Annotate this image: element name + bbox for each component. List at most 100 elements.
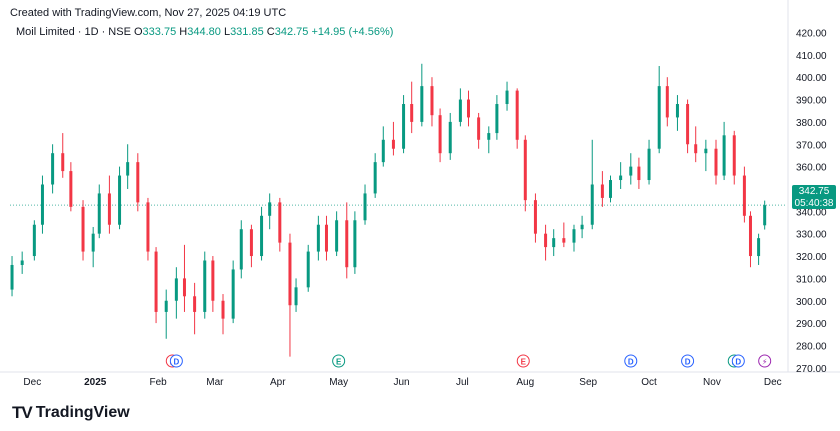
close-label: C	[266, 26, 275, 38]
candle-body	[757, 238, 761, 257]
candle-body	[203, 260, 207, 312]
candle-body	[40, 184, 44, 225]
candle-body	[722, 135, 726, 176]
earnings-icon[interactable]: E	[516, 354, 530, 368]
candle-body	[239, 229, 243, 270]
candle-body	[363, 193, 367, 221]
y-tick-label: 400.00	[796, 73, 827, 84]
candle-body	[505, 90, 509, 105]
candle-body	[81, 206, 85, 252]
candle-body	[477, 117, 481, 140]
event-marker-circle	[731, 354, 745, 368]
candle-body	[637, 166, 641, 181]
x-tick-label: Oct	[641, 377, 657, 388]
candle-body	[146, 202, 150, 252]
candle-body	[600, 184, 604, 198]
y-tick-label: 340.00	[796, 207, 827, 218]
candle-body	[278, 202, 282, 243]
candle-body	[154, 251, 158, 312]
y-tick-label: 290.00	[796, 319, 827, 330]
dividend-icon[interactable]: D	[731, 354, 745, 368]
candle-body	[211, 260, 215, 301]
candle-body	[466, 99, 470, 118]
candle-body	[694, 144, 698, 154]
symbol-name[interactable]: Moil Limited · 1D · NSE	[16, 26, 131, 38]
close-value: 342.75	[274, 26, 309, 38]
candle-body	[533, 200, 537, 234]
candle-body	[420, 86, 424, 122]
event-marker-letter: D	[685, 358, 691, 367]
x-tick-label: May	[329, 377, 348, 388]
x-tick-label: Apr	[270, 377, 286, 388]
x-tick-label: Nov	[703, 377, 721, 388]
candle-body	[381, 139, 385, 163]
candle-body	[221, 300, 225, 319]
candle-body	[345, 220, 349, 268]
last-price-tag: 342.75 05:40:38	[792, 185, 836, 209]
candle-body	[763, 205, 767, 226]
x-tick-label: Jul	[456, 377, 469, 388]
x-tick-label: Dec	[764, 377, 782, 388]
candle-body	[249, 229, 253, 257]
y-tick-label: 310.00	[796, 274, 827, 285]
low-label: L	[223, 26, 231, 38]
candle-body	[430, 86, 434, 116]
candle-body	[487, 133, 491, 140]
candle-body	[32, 224, 36, 257]
event-marker-circle	[169, 354, 183, 368]
high-label: H	[179, 26, 188, 38]
candle-body	[268, 202, 272, 216]
tradingview-logo-icon: TV	[12, 403, 33, 422]
candle-body	[523, 139, 527, 201]
candle-body	[126, 162, 130, 176]
event-marker-circle	[758, 354, 772, 368]
candle-body	[552, 238, 556, 248]
tradingview-logo[interactable]: TV TradingView	[12, 403, 130, 423]
candle-body	[335, 220, 339, 252]
candle-body	[619, 175, 623, 181]
dividend-icon[interactable]: D	[624, 354, 638, 368]
candle-body	[164, 300, 168, 312]
event-layer: EDEEDDED⚡	[165, 354, 772, 368]
candle-body	[609, 180, 613, 198]
candle-body	[10, 264, 14, 290]
dividend-icon[interactable]: D	[169, 354, 183, 368]
candlestick-chart[interactable]: EDEEDDED⚡ 270.00280.00290.00300.00310.00…	[0, 0, 840, 395]
event-marker-letter: D	[628, 358, 634, 367]
candle-body	[294, 287, 298, 306]
candle-body	[438, 115, 442, 154]
candle-body	[402, 104, 406, 149]
change-value: +14.95 (+4.56%)	[311, 26, 394, 38]
candle-body	[495, 104, 499, 134]
candle-body	[69, 171, 73, 207]
y-tick-label: 280.00	[796, 341, 827, 352]
y-tick-label: 420.00	[796, 28, 827, 39]
candle-body	[629, 166, 633, 176]
event-marker-circle	[516, 354, 530, 368]
split-icon[interactable]: ⚡	[758, 354, 772, 368]
event-marker-letter: D	[173, 358, 179, 367]
y-tick-label: 320.00	[796, 252, 827, 263]
candle-body	[562, 238, 566, 243]
candle-body	[174, 278, 178, 301]
candle-body	[748, 215, 752, 257]
candle-body	[580, 224, 584, 230]
candle-body	[91, 233, 95, 252]
y-tick-label: 370.00	[796, 140, 827, 151]
candle-body	[324, 224, 328, 252]
y-tick-label: 390.00	[796, 96, 827, 107]
chart-area[interactable]: EDEEDDED⚡ 270.00280.00290.00300.00310.00…	[0, 0, 840, 395]
candle-body	[97, 193, 101, 234]
last-price-value: 342.75	[798, 186, 830, 197]
earnings-icon[interactable]: E	[332, 354, 346, 368]
candle-body	[20, 260, 24, 265]
x-tick-label: Jun	[393, 377, 409, 388]
candle-body	[288, 242, 292, 306]
candle-layer	[10, 63, 767, 357]
dividend-icon[interactable]: D	[681, 354, 695, 368]
candle-body	[742, 175, 746, 216]
candle-body	[306, 251, 310, 288]
candle-body	[657, 86, 661, 149]
open-value: 333.75	[142, 26, 177, 38]
candle-body	[373, 162, 377, 194]
